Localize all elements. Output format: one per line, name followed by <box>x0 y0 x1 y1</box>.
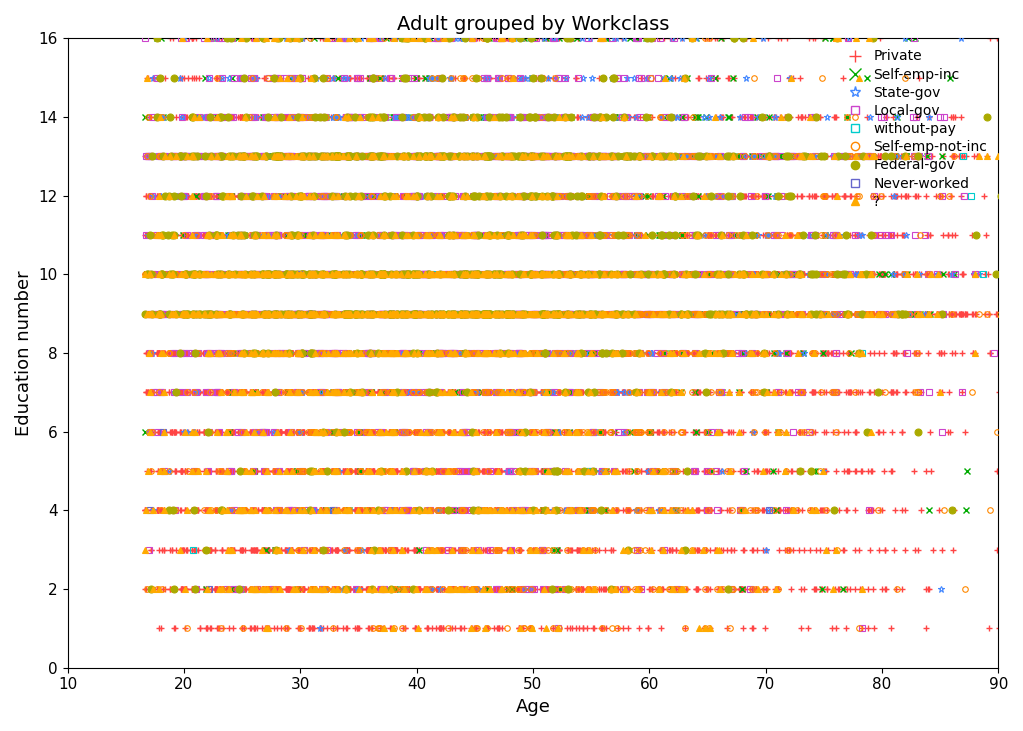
X-axis label: Age: Age <box>516 698 550 716</box>
Y-axis label: Education number: Education number <box>15 270 33 436</box>
Legend: Private, Self-emp-inc, State-gov, Local-gov, without-pay, Self-emp-not-inc, Fede: Private, Self-emp-inc, State-gov, Local-… <box>837 45 991 213</box>
Title: Adult grouped by Workclass: Adult grouped by Workclass <box>397 15 669 34</box>
